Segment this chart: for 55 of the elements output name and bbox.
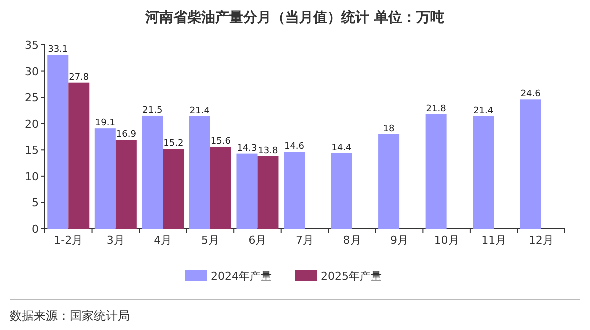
data-label: 14.4 bbox=[332, 143, 352, 154]
data-label: 15.2 bbox=[164, 139, 184, 150]
y-tick-label: 15 bbox=[25, 144, 39, 158]
bar bbox=[378, 134, 400, 229]
data-label: 21.4 bbox=[190, 106, 210, 116]
x-tick-label: 10月 bbox=[434, 234, 460, 247]
x-tick-label: 1-2月 bbox=[54, 234, 84, 247]
x-tick-label: 5月 bbox=[201, 234, 220, 247]
data-label: 19.1 bbox=[95, 118, 116, 129]
y-tick-label: 10 bbox=[25, 170, 39, 184]
y-tick-label: 25 bbox=[25, 92, 39, 105]
bar bbox=[68, 82, 90, 229]
data-label: 14.6 bbox=[284, 142, 305, 152]
bar bbox=[473, 116, 494, 229]
data-label: 21.8 bbox=[426, 104, 447, 114]
y-tick-label: 20 bbox=[25, 118, 39, 131]
x-tick-label: 12月 bbox=[528, 234, 554, 247]
data-label: 16.9 bbox=[116, 130, 137, 140]
x-tick-label: 6月 bbox=[248, 234, 267, 247]
legend-label: 2024年产量 bbox=[211, 270, 272, 283]
data-label: 33.1 bbox=[48, 44, 68, 55]
y-tick-label: 35 bbox=[25, 39, 39, 52]
bar bbox=[116, 140, 137, 229]
bar bbox=[189, 116, 210, 229]
bar bbox=[236, 154, 258, 229]
data-label: 15.6 bbox=[210, 136, 232, 147]
x-tick-label: 4月 bbox=[154, 234, 172, 247]
bar bbox=[163, 149, 184, 229]
y-tick-label: 5 bbox=[32, 196, 39, 210]
x-tick-label: 9月 bbox=[390, 234, 409, 247]
bar bbox=[284, 152, 305, 229]
legend-label: 2025年产量 bbox=[321, 270, 382, 283]
bar bbox=[142, 116, 164, 229]
chart-title: 河南省柴油产量分月（当月值）统计 单位：万吨 bbox=[144, 9, 444, 26]
y-tick-label: 0 bbox=[32, 223, 39, 236]
x-tick-label: 11月 bbox=[482, 234, 507, 247]
data-label: 13.8 bbox=[258, 146, 279, 156]
data-label: 27.8 bbox=[69, 72, 90, 83]
x-tick-label: 3月 bbox=[106, 234, 125, 247]
data-label: 24.6 bbox=[520, 90, 542, 100]
y-tick-label: 30 bbox=[25, 65, 39, 78]
data-label: 21.5 bbox=[142, 106, 163, 116]
bar bbox=[210, 146, 232, 229]
data-label: 14.3 bbox=[237, 144, 258, 154]
bar bbox=[331, 153, 352, 229]
source-note: 数据来源：国家统计局 bbox=[10, 309, 130, 323]
x-tick-label: 8月 bbox=[343, 234, 362, 247]
bar bbox=[48, 54, 69, 229]
bar bbox=[94, 128, 116, 229]
x-tick-label: 7月 bbox=[296, 234, 314, 247]
bar bbox=[520, 100, 542, 229]
bar bbox=[258, 156, 279, 229]
bar bbox=[426, 114, 447, 229]
data-label: 21.4 bbox=[474, 106, 494, 116]
data-label: 18 bbox=[383, 124, 396, 134]
